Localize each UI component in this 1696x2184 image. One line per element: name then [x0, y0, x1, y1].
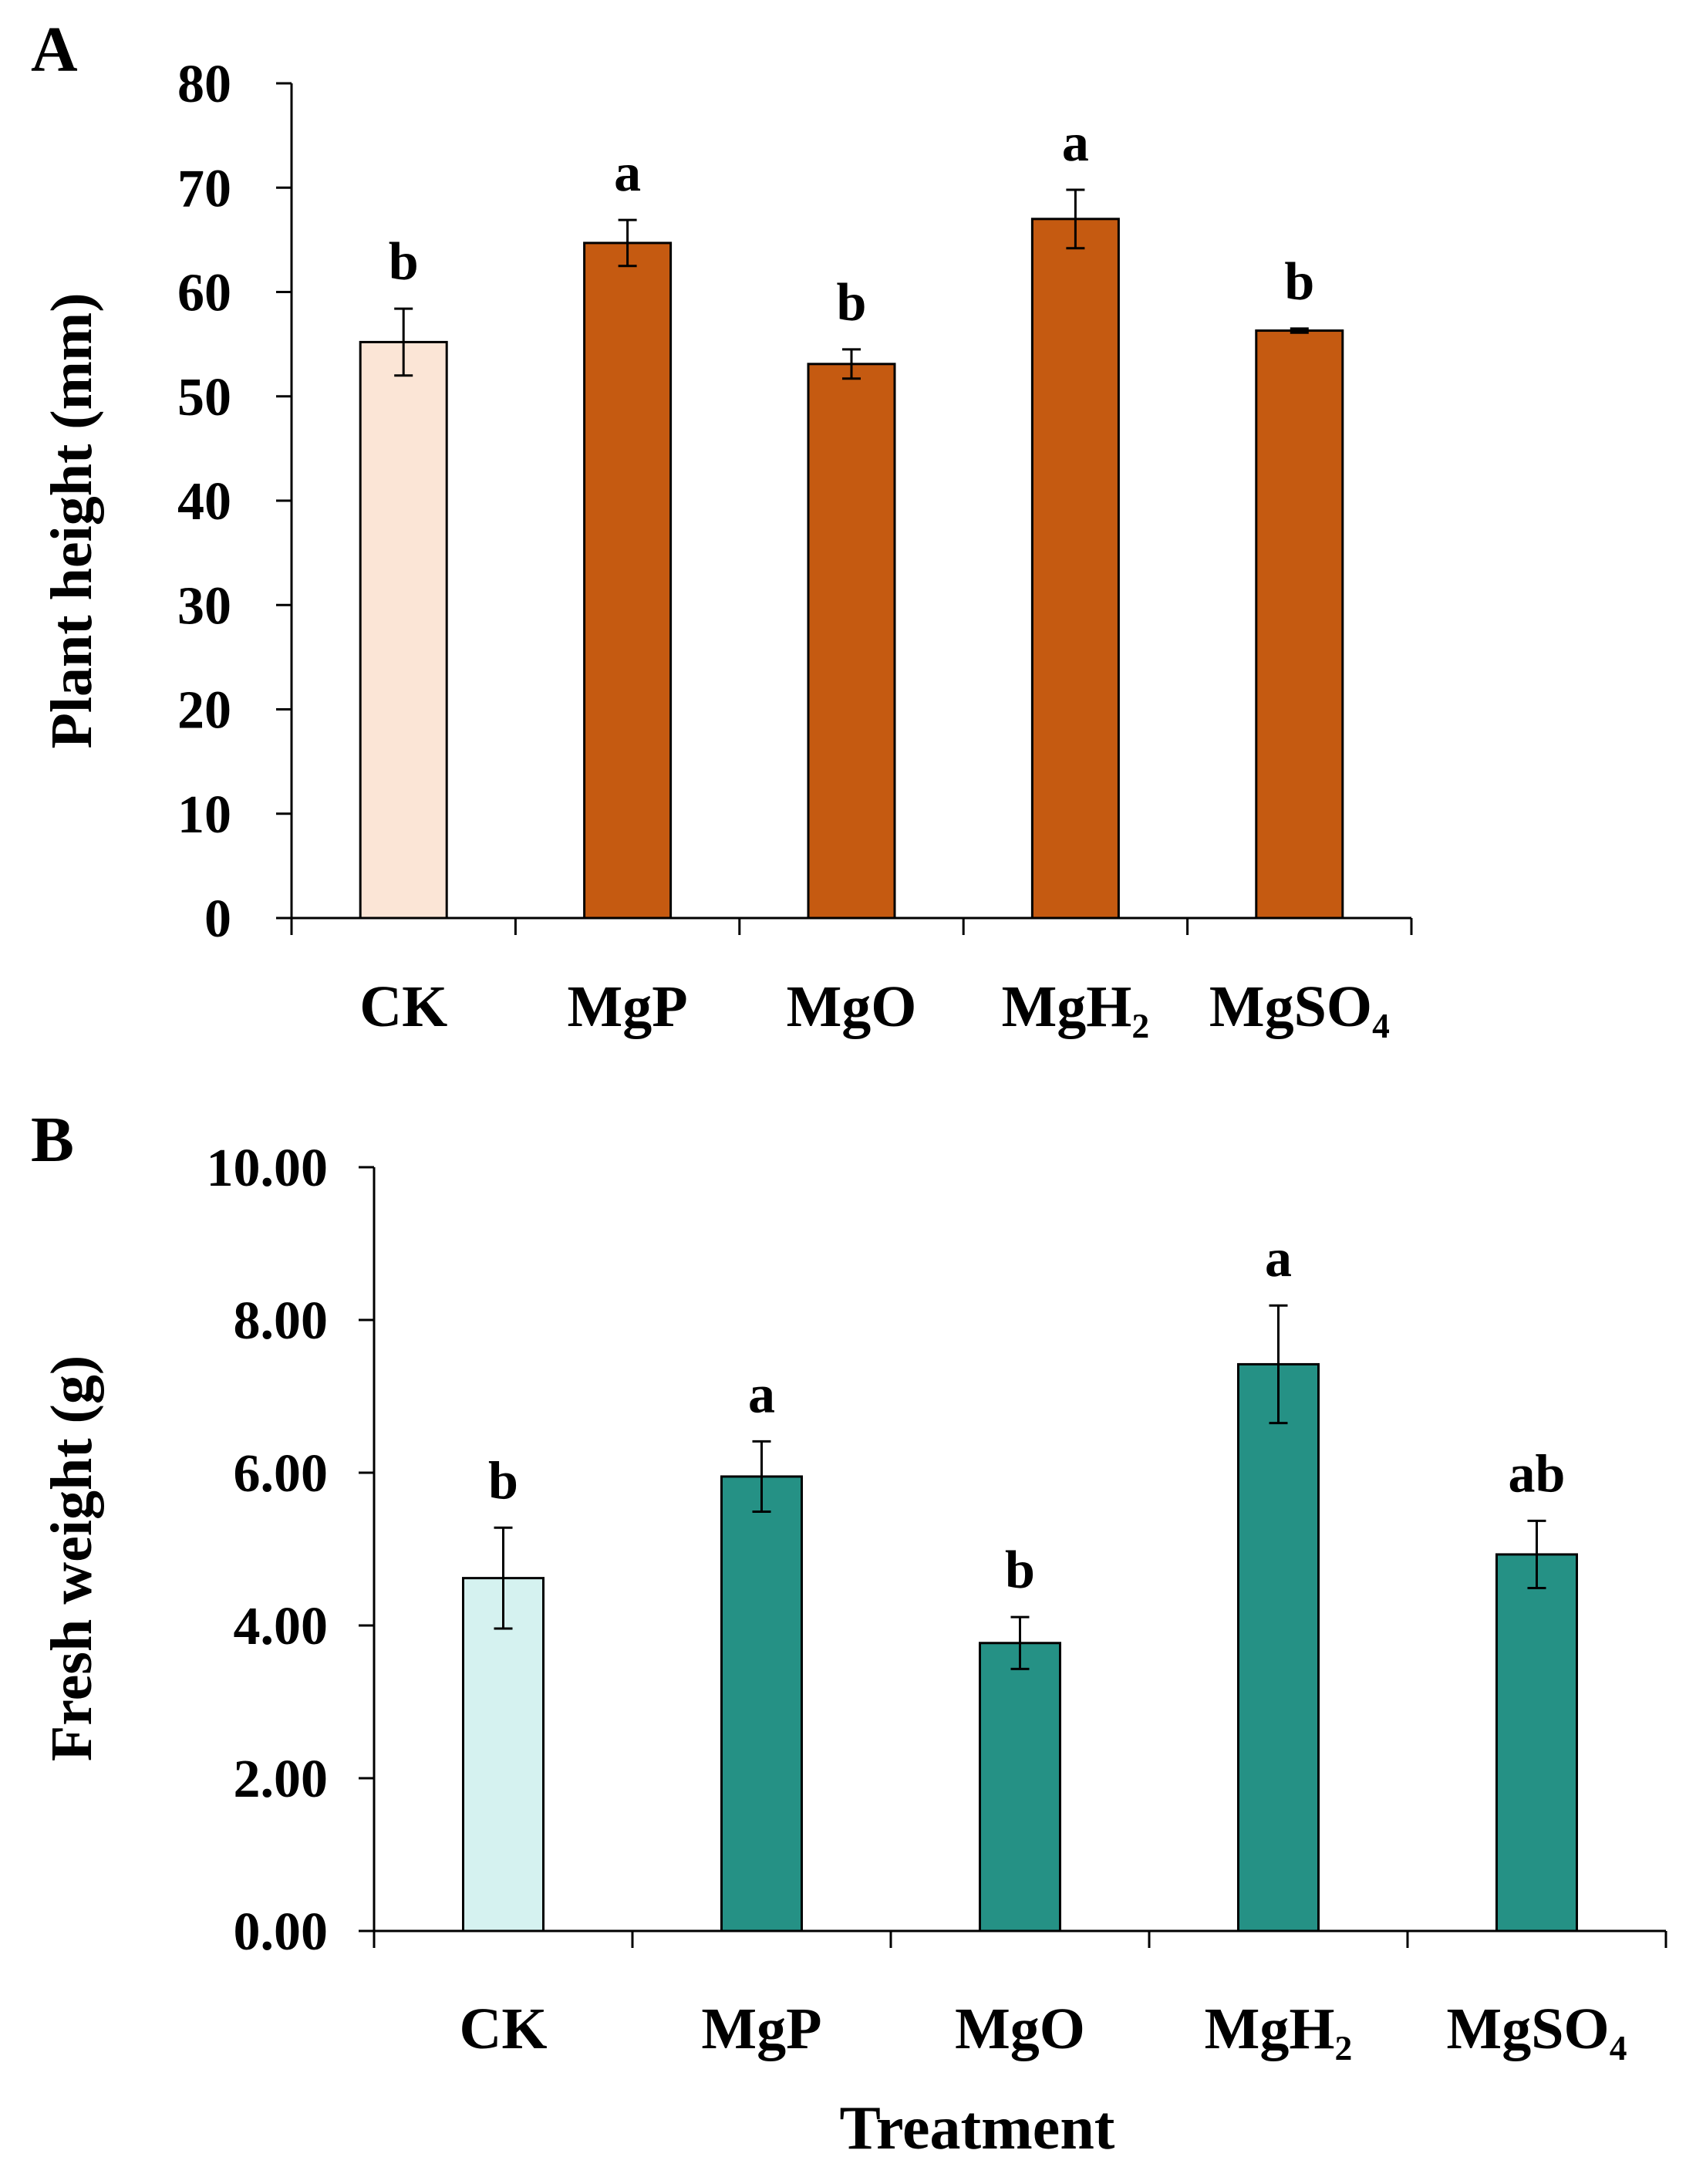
panel-b-bar — [1495, 1553, 1578, 1933]
panel-a-category-label: CK — [359, 974, 447, 1039]
panel-b-bar — [462, 1577, 545, 1933]
panel-a-y-tick-label: 10 — [177, 785, 231, 845]
panel-b-significance-letter: a — [1265, 1229, 1292, 1288]
panel-b-significance-letter: a — [748, 1365, 775, 1424]
panel-b-significance-letter: ab — [1509, 1444, 1566, 1504]
panel-a-bar — [1030, 218, 1120, 920]
panel-a: A Plant height (mm) 0 10 20 30 40 50 60 70 80 b CK… — [31, 14, 1413, 1039]
panel-b-y-tick-label: 8.00 — [234, 1291, 329, 1351]
panel-a-bar — [1255, 329, 1344, 920]
panel-b: B Fresh weight (g) Treatment 0.00 2.00 4.0… — [31, 1104, 1667, 2162]
panel-a-y-tick-label: 30 — [177, 576, 231, 636]
panel-a-category-label: MgSO₄ — [1209, 974, 1390, 1039]
panel-a-y-tick-label: 40 — [177, 472, 231, 532]
panel-b-y-tick-label: 4.00 — [234, 1597, 329, 1656]
panel-b-significance-letter: b — [488, 1451, 518, 1511]
panel-b-y-tick-label: 10.00 — [207, 1139, 329, 1198]
panel-a-category-label: MgH₂ — [1002, 974, 1150, 1039]
panel-b-category-label: MgP — [701, 1997, 821, 2061]
panel-a-y-tick-label: 50 — [177, 368, 231, 427]
panel-a-bar — [583, 241, 673, 920]
panel-a-category-label: MgP — [568, 974, 688, 1039]
panel-b-category-label: MgH₂ — [1205, 1997, 1353, 2061]
panel-b-bar — [1237, 1362, 1320, 1933]
panel-a-significance-letter: b — [837, 273, 867, 332]
panel-b-y-tick-label: 0.00 — [234, 1902, 329, 1962]
panel-a-significance-letter: b — [389, 232, 419, 292]
panel-b-x-axis-label: Treatment — [840, 2095, 1115, 2162]
panel-a-category-label: MgO — [787, 974, 917, 1039]
panel-b-y-axis-label: Fresh weight (g) — [39, 1355, 104, 1761]
panel-a-y-tick-label: 20 — [177, 681, 231, 741]
panel-a-significance-letter: a — [614, 143, 641, 203]
panel-b-significance-letter: b — [1005, 1541, 1035, 1600]
panel-b-category-label: MgSO₄ — [1447, 1997, 1627, 2061]
panel-a-y-axis-label: Plant height (mm) — [39, 292, 104, 748]
panel-a-label: A — [31, 14, 78, 86]
panel-b-label: B — [31, 1104, 74, 1176]
panel-a-y-tick-label: 0 — [204, 889, 231, 949]
panel-a-significance-letter: a — [1062, 113, 1089, 173]
panel-a-y-tick-label: 70 — [177, 159, 231, 218]
panel-a-bar — [807, 363, 896, 920]
panel-a-bar — [359, 340, 448, 920]
panel-a-y-tick-label: 80 — [177, 55, 231, 114]
panel-b-category-label: CK — [460, 1997, 548, 2061]
panel-b-bar — [720, 1475, 803, 1933]
panel-a-significance-letter: b — [1284, 252, 1314, 312]
panel-a-y-tick-label: 60 — [177, 264, 231, 323]
panel-b-bar — [979, 1642, 1061, 1933]
panel-b-category-label: MgO — [955, 1997, 1085, 2061]
panel-b-y-tick-label: 6.00 — [234, 1444, 329, 1504]
panel-b-y-tick-label: 2.00 — [234, 1750, 329, 1809]
